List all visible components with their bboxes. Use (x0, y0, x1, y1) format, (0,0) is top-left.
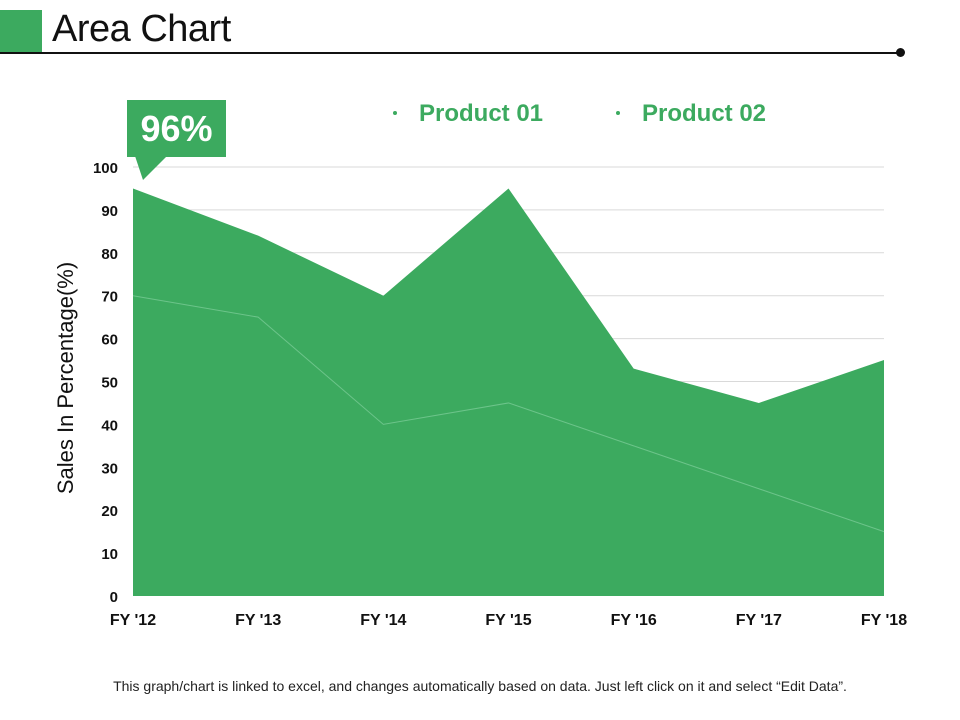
callout-value: 96% (127, 100, 226, 157)
x-tick-label: FY '15 (485, 612, 531, 629)
footer-note: This graph/chart is linked to excel, and… (113, 678, 847, 694)
slide-header: Area Chart (0, 0, 960, 60)
chart-areas (132, 188, 885, 596)
legend-item-product-02[interactable]: Product 02 (616, 100, 766, 128)
callout-pointer (135, 156, 167, 180)
x-tick-label: FY '18 (861, 612, 907, 629)
legend-label: Product 02 (642, 100, 767, 127)
title-underline-dot (896, 48, 905, 57)
y-tick-label: 0 (110, 589, 118, 606)
title-underline (0, 52, 900, 54)
y-axis-title: Sales In Percentage(%) (53, 261, 78, 495)
y-tick-label: 80 (101, 246, 118, 263)
page-title: Area Chart (52, 8, 231, 50)
legend-item-product-01[interactable]: Product 01 (393, 100, 543, 128)
x-tick-label: FY '12 (110, 612, 156, 629)
x-tick-label: FY '16 (611, 612, 657, 629)
y-tick-label: 30 (101, 460, 118, 477)
legend-bullet-icon (393, 110, 397, 115)
x-tick-label: FY '13 (235, 612, 281, 629)
y-tick-label: 50 (101, 375, 118, 392)
x-tick-label: FY '17 (736, 612, 782, 629)
peak-value-callout: 96% (127, 100, 226, 180)
x-tick-label: FY '14 (360, 612, 406, 629)
legend-label: Product 01 (419, 100, 544, 127)
legend-bullet-icon (616, 110, 620, 115)
y-tick-label: 70 (101, 289, 118, 306)
y-tick-label: 10 (101, 546, 118, 563)
area-series-2-boundary (132, 295, 885, 533)
y-tick-label: 40 (101, 417, 118, 434)
y-tick-label: 90 (101, 203, 118, 220)
y-tick-label: 60 (101, 332, 118, 349)
y-tick-label: 20 (101, 503, 118, 520)
title-accent-square (0, 10, 42, 52)
y-axis-tick-labels: 0 10 20 30 40 50 60 70 80 90 100 (93, 160, 118, 606)
x-axis-tick-labels: FY '12 FY '13 FY '14 FY '15 FY '16 FY '17 FY '… (110, 612, 907, 629)
y-tick-label: 100 (93, 160, 118, 177)
